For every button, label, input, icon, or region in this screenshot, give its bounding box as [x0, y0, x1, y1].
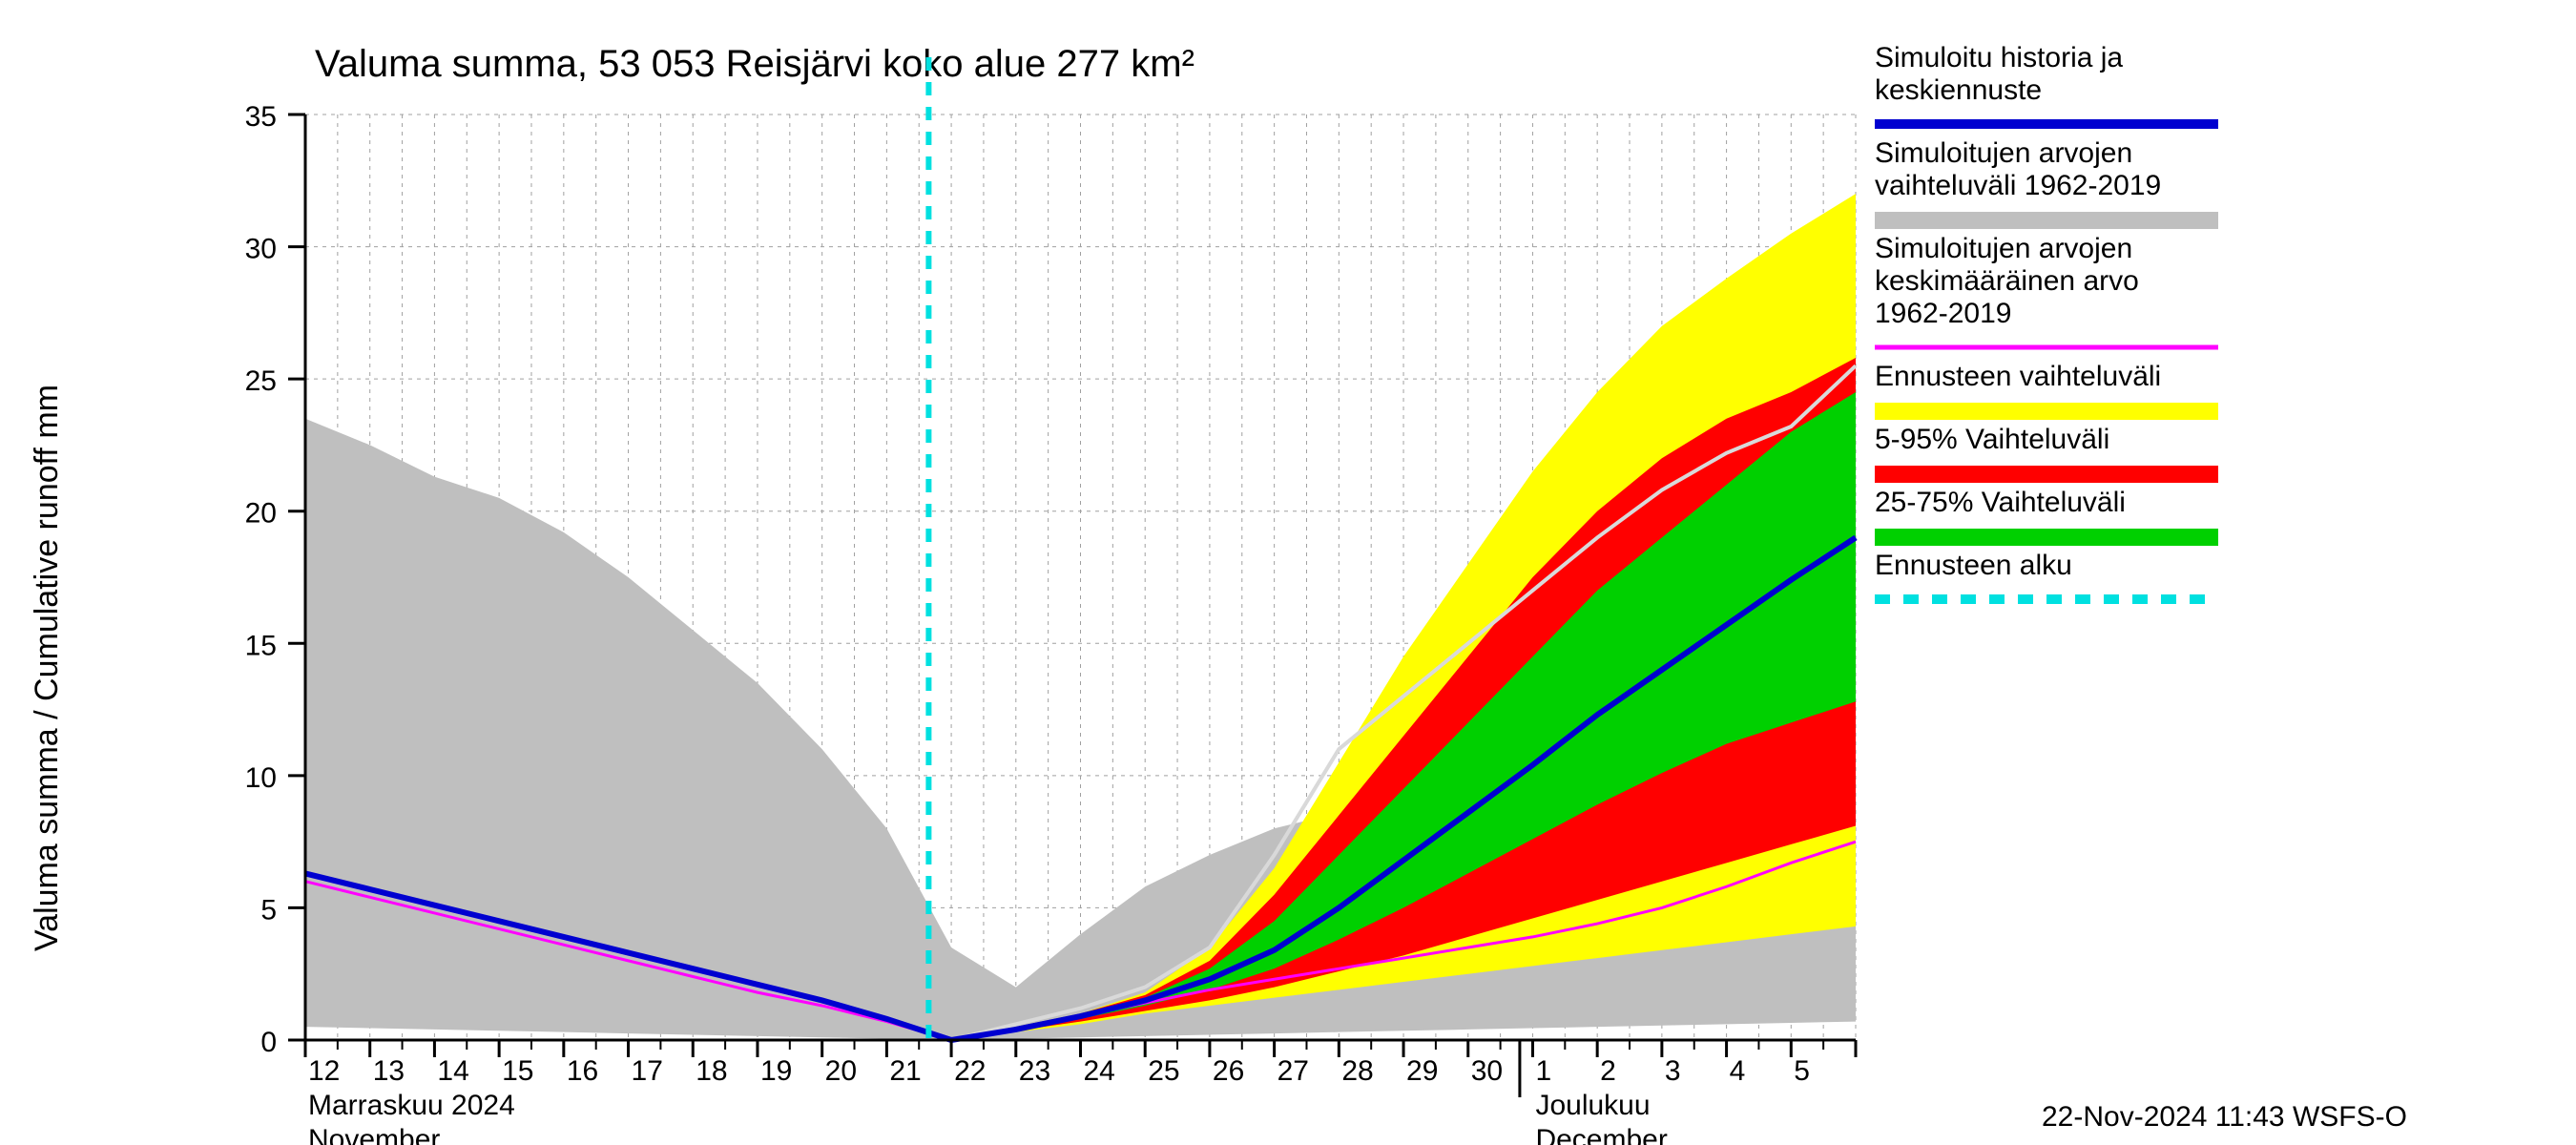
legend-label: Simuloitujen arvojen [1875, 233, 2132, 264]
y-tick-label: 0 [260, 1027, 277, 1058]
chart-title: Valuma summa, 53 053 Reisjärvi koko alue… [315, 43, 1195, 85]
x-tick-label: 2 [1600, 1055, 1616, 1087]
legend-label: Simuloitu historia ja [1875, 42, 2123, 73]
x-tick-label: 24 [1084, 1055, 1115, 1087]
legend-label: 1962-2019 [1875, 298, 2011, 329]
legend-label: 25-75% Vaihteluväli [1875, 487, 2126, 518]
legend-swatch [1875, 403, 2218, 420]
month-label: December [1535, 1124, 1667, 1145]
x-tick-label: 16 [567, 1055, 598, 1087]
x-tick-label: 17 [632, 1055, 663, 1087]
x-tick-label: 18 [696, 1055, 727, 1087]
legend-label: 5-95% Vaihteluväli [1875, 424, 2109, 455]
x-tick-label: 19 [760, 1055, 792, 1087]
y-tick-label: 25 [245, 365, 277, 397]
x-tick-label: 29 [1406, 1055, 1438, 1087]
chart-svg: Valuma summa, 53 053 Reisjärvi koko alue… [0, 0, 2576, 1145]
month-label: Marraskuu 2024 [308, 1090, 515, 1121]
footer-timestamp: 22-Nov-2024 11:43 WSFS-O [2042, 1101, 2407, 1133]
legend-swatch [1875, 529, 2218, 546]
y-axis-label: Valuma summa / Cumulative runoff mm [29, 385, 65, 951]
x-tick-label: 21 [889, 1055, 921, 1087]
y-tick-label: 30 [245, 234, 277, 265]
x-tick-label: 1 [1535, 1055, 1551, 1087]
x-tick-label: 30 [1471, 1055, 1503, 1087]
x-tick-label: 4 [1730, 1055, 1746, 1087]
y-tick-label: 15 [245, 630, 277, 661]
x-tick-label: 28 [1341, 1055, 1373, 1087]
legend: Simuloitu historia jakeskiennuste Simuloi… [1875, 42, 2218, 599]
x-tick-label: 25 [1148, 1055, 1179, 1087]
runoff-forecast-chart: Valuma summa, 53 053 Reisjärvi koko alue… [0, 0, 2576, 1145]
legend-label: Simuloitujen arvojen [1875, 137, 2132, 169]
x-tick-label: 15 [502, 1055, 533, 1087]
y-tick-label: 20 [245, 498, 277, 530]
x-tick-label: 14 [437, 1055, 468, 1087]
legend-label: Ennusteen alku [1875, 550, 2072, 581]
x-tick-label: 27 [1278, 1055, 1309, 1087]
plot-area: 0510152025303512131415161718192021222324… [245, 57, 1856, 1145]
x-tick-label: 12 [308, 1055, 340, 1087]
legend-swatch [1875, 212, 2218, 229]
legend-swatch [1875, 466, 2218, 483]
x-tick-label: 3 [1665, 1055, 1681, 1087]
x-tick-label: 13 [373, 1055, 405, 1087]
y-tick-label: 35 [245, 101, 277, 133]
legend-label: keskimääräinen arvo [1875, 265, 2139, 297]
legend-label: Ennusteen vaihteluväli [1875, 361, 2161, 392]
x-tick-label: 5 [1794, 1055, 1810, 1087]
month-label: Joulukuu [1535, 1090, 1650, 1121]
x-tick-label: 20 [825, 1055, 857, 1087]
legend-label: vaihteluväli 1962-2019 [1875, 170, 2161, 201]
x-tick-label: 26 [1213, 1055, 1244, 1087]
x-tick-label: 23 [1019, 1055, 1050, 1087]
y-tick-label: 5 [260, 894, 277, 926]
x-tick-label: 22 [954, 1055, 986, 1087]
y-tick-label: 10 [245, 762, 277, 794]
legend-label: keskiennuste [1875, 74, 2042, 106]
month-label: November [308, 1124, 440, 1145]
